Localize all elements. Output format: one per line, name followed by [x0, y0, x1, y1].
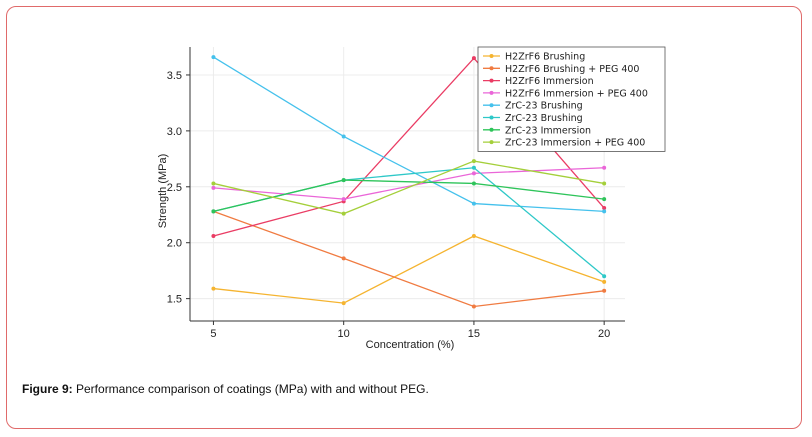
legend-marker: [489, 127, 494, 132]
data-point: [471, 304, 476, 309]
x-tick-label: 20: [598, 328, 610, 340]
series-line: [213, 160, 605, 215]
series-line: [213, 167, 605, 200]
legend-label: ZrC-23 Brushing: [505, 113, 583, 124]
data-point: [602, 209, 607, 214]
series-line: [213, 235, 605, 304]
data-point: [341, 301, 346, 306]
series-line: [213, 56, 605, 213]
data-point: [471, 171, 476, 176]
data-point: [471, 201, 476, 206]
data-point: [341, 256, 346, 261]
data-point: [602, 165, 607, 170]
axes: 5 10 15 20 1.5 2.0 2.5 3.0 3.5: [167, 47, 625, 340]
legend-label: H2ZrF6 Brushing: [505, 52, 585, 63]
data-point: [211, 234, 216, 239]
y-axis-label: Strength (MPa): [157, 154, 169, 229]
legend-marker: [489, 54, 494, 58]
data-point: [341, 197, 346, 202]
legend-label: ZrC-23 Immersion + PEG 400: [505, 138, 645, 149]
y-tick-label: 3.0: [167, 126, 182, 138]
data-point: [471, 165, 476, 170]
x-tick-label: 15: [468, 328, 480, 340]
series-line: [213, 210, 605, 308]
legend-marker: [489, 78, 494, 83]
y-tick-label: 1.5: [167, 294, 182, 306]
data-point: [602, 197, 607, 202]
data-point: [471, 159, 476, 164]
data-point: [341, 211, 346, 216]
series-line: [213, 167, 605, 277]
caption-label: Figure 9:: [22, 382, 73, 396]
data-point: [602, 181, 607, 186]
data-point: [602, 206, 607, 211]
data-point: [211, 55, 216, 60]
legend-marker: [489, 103, 494, 108]
figure-caption: Figure 9: Performance comparison of coat…: [22, 382, 429, 396]
legend-label: H2ZrF6 Brushing + PEG 400: [505, 64, 639, 75]
legend-marker: [489, 140, 494, 145]
data-point: [211, 185, 216, 190]
data-point: [341, 178, 346, 183]
legend-label: H2ZrF6 Immersion + PEG 400: [505, 88, 648, 99]
y-tick-label: 3.5: [167, 70, 182, 82]
data-point: [211, 286, 216, 291]
figure-frame: [6, 6, 802, 429]
data-point: [471, 56, 476, 61]
legend-box: [477, 46, 666, 152]
data-point: [211, 209, 216, 214]
legend-marker: [489, 90, 494, 95]
data-point: [341, 134, 346, 139]
x-tick-label: 10: [338, 328, 350, 340]
data-point: [602, 288, 607, 293]
x-tick-label: 5: [210, 328, 216, 340]
series-lines: [211, 55, 607, 309]
legend-marker: [489, 115, 494, 120]
data-point: [471, 181, 476, 186]
y-tick-label: 2.5: [167, 182, 182, 194]
y-tick-label: 2.0: [167, 238, 182, 250]
data-point: [602, 274, 607, 279]
data-point: [211, 181, 216, 186]
data-point: [471, 234, 476, 239]
legend-label: ZrC-23 Brushing: [505, 101, 583, 112]
legend-marker: [489, 66, 494, 71]
series-line: [213, 179, 605, 213]
caption-text: Performance comparison of coatings (MPa)…: [72, 382, 429, 396]
legend-label: H2ZrF6 Immersion: [505, 76, 594, 87]
data-point: [602, 279, 607, 284]
legend-label: ZrC-23 Immersion: [505, 125, 591, 136]
x-axis-label: Concentration (%): [366, 339, 455, 351]
